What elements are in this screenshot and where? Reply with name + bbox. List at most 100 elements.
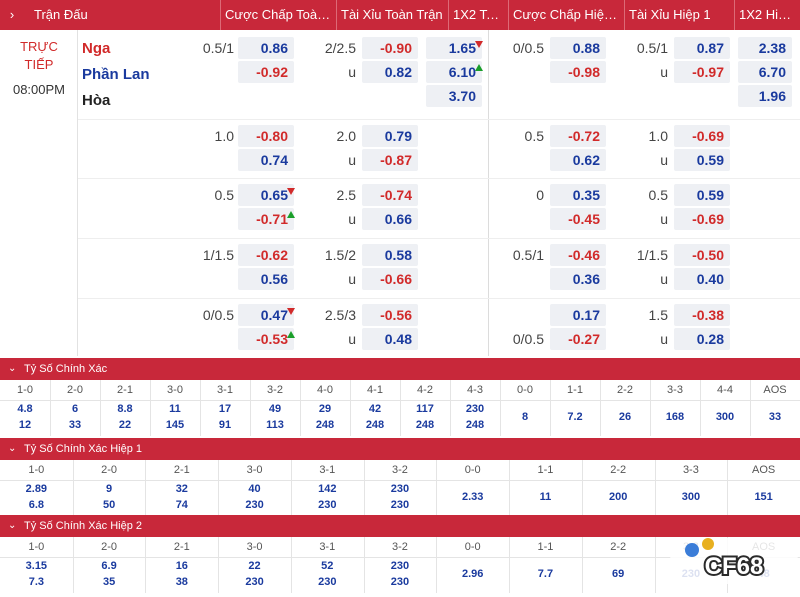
score-odds[interactable]: 22 bbox=[118, 419, 132, 431]
score-odds[interactable]: 12 bbox=[18, 419, 32, 431]
score-odds[interactable]: 168 bbox=[665, 411, 685, 423]
score-odds[interactable]: 230 bbox=[390, 483, 410, 495]
score-odds[interactable]: 26 bbox=[618, 411, 632, 423]
score-odds[interactable]: 52 bbox=[321, 560, 334, 572]
odds-button[interactable]: -0.97 bbox=[674, 61, 730, 83]
odds-button[interactable]: -0.87 bbox=[362, 149, 418, 171]
score-odds[interactable]: 230 bbox=[245, 499, 264, 511]
score-odds[interactable]: 151 bbox=[754, 491, 773, 503]
score-odds[interactable]: 230 bbox=[465, 403, 485, 415]
odds-button[interactable]: 6.70 bbox=[738, 61, 792, 83]
score-odds[interactable]: 7.2 bbox=[567, 411, 583, 423]
section-header[interactable]: ⌄ Tỷ Số Chính Xác Hiệp 1 bbox=[0, 438, 800, 460]
score-odds[interactable]: 2.89 bbox=[25, 483, 48, 495]
odds-button[interactable]: 0.86 bbox=[238, 37, 294, 59]
score-odds[interactable]: 8.8 bbox=[117, 403, 133, 415]
odds-button[interactable]: 0.56 bbox=[238, 268, 294, 290]
score-odds[interactable]: 40 bbox=[248, 483, 261, 495]
odds-button[interactable]: 0.66 bbox=[362, 208, 418, 230]
score-odds[interactable]: 2.33 bbox=[462, 491, 484, 503]
odds-button[interactable]: -0.92 bbox=[238, 61, 294, 83]
odds-button[interactable]: 0.17 bbox=[550, 304, 606, 326]
score-odds[interactable]: 11 bbox=[539, 491, 552, 503]
odds-button[interactable]: -0.38 bbox=[674, 304, 730, 326]
score-odds[interactable]: 3.15 bbox=[25, 560, 48, 572]
score-odds[interactable]: 4.8 bbox=[17, 403, 33, 415]
odds-button[interactable]: -0.71 bbox=[238, 208, 294, 230]
odds-button[interactable]: -0.50 bbox=[674, 244, 730, 266]
section-header[interactable]: ⌄ Tỷ Số Chính Xác Hiệp 2 bbox=[0, 515, 800, 537]
score-odds[interactable]: 300 bbox=[681, 491, 701, 503]
score-odds[interactable]: 50 bbox=[102, 499, 116, 511]
odds-button[interactable]: 0.82 bbox=[362, 61, 418, 83]
odds-button[interactable]: -0.98 bbox=[550, 61, 606, 83]
odds-button[interactable]: -0.80 bbox=[238, 125, 294, 147]
odds-button[interactable]: -0.53 bbox=[238, 328, 294, 350]
score-odds[interactable]: 248 bbox=[415, 419, 435, 431]
odds-button[interactable]: -0.74 bbox=[362, 184, 418, 206]
score-odds[interactable]: 32 bbox=[175, 483, 188, 495]
chevron-right-icon[interactable]: › bbox=[9, 7, 15, 22]
score-odds[interactable]: 230 bbox=[318, 576, 337, 588]
odds-button[interactable]: 1.65 bbox=[426, 37, 482, 59]
odds-button[interactable]: 0.36 bbox=[550, 268, 606, 290]
score-odds[interactable]: 33 bbox=[768, 411, 782, 423]
score-odds[interactable]: 230 bbox=[245, 576, 264, 588]
chevron-down-icon[interactable]: ⌄ bbox=[8, 443, 17, 454]
score-odds[interactable]: 16 bbox=[175, 560, 188, 572]
odds-button[interactable]: -0.69 bbox=[674, 208, 730, 230]
score-odds[interactable]: 248 bbox=[465, 419, 485, 431]
score-odds[interactable]: 7.3 bbox=[28, 576, 44, 588]
score-odds[interactable]: 2.96 bbox=[462, 568, 484, 580]
odds-button[interactable]: 0.35 bbox=[550, 184, 606, 206]
home-team[interactable]: Nga bbox=[82, 40, 111, 57]
odds-button[interactable]: 0.40 bbox=[674, 268, 730, 290]
score-odds[interactable]: 7.7 bbox=[537, 568, 554, 580]
odds-button[interactable]: 3.70 bbox=[426, 85, 482, 107]
away-team[interactable]: Phần Lan bbox=[82, 66, 150, 83]
score-odds[interactable]: 8 bbox=[521, 411, 529, 423]
score-odds[interactable]: 300 bbox=[715, 411, 735, 423]
score-odds[interactable]: 145 bbox=[165, 419, 185, 431]
odds-button[interactable]: 0.87 bbox=[674, 37, 730, 59]
odds-button[interactable]: -0.66 bbox=[362, 268, 418, 290]
score-odds[interactable]: 33 bbox=[68, 419, 82, 431]
odds-button[interactable]: 2.38 bbox=[738, 37, 792, 59]
score-odds[interactable]: 6.8 bbox=[28, 499, 44, 511]
score-odds[interactable]: 230 bbox=[390, 499, 410, 511]
score-odds[interactable]: 35 bbox=[102, 576, 116, 588]
score-odds[interactable]: 49 bbox=[268, 403, 282, 415]
score-odds[interactable]: 69 bbox=[612, 568, 625, 580]
odds-button[interactable]: 0.59 bbox=[674, 149, 730, 171]
score-odds[interactable]: 200 bbox=[608, 491, 628, 503]
score-odds[interactable]: 38 bbox=[175, 576, 188, 588]
odds-button[interactable]: -0.62 bbox=[238, 244, 294, 266]
odds-button[interactable]: -0.56 bbox=[362, 304, 418, 326]
chevron-down-icon[interactable]: ⌄ bbox=[8, 363, 17, 374]
odds-button[interactable]: 1.96 bbox=[738, 85, 792, 107]
score-odds[interactable]: 230 bbox=[318, 499, 337, 511]
score-odds[interactable]: 230 bbox=[390, 576, 410, 588]
score-odds[interactable]: 42 bbox=[368, 403, 382, 415]
odds-button[interactable]: 6.10 bbox=[426, 61, 482, 83]
odds-button[interactable]: -0.69 bbox=[674, 125, 730, 147]
score-odds[interactable]: 91 bbox=[218, 419, 232, 431]
score-odds[interactable]: 74 bbox=[175, 499, 188, 511]
odds-button[interactable]: 0.47 bbox=[238, 304, 294, 326]
score-odds[interactable]: 22 bbox=[248, 560, 261, 572]
score-odds[interactable]: 142 bbox=[318, 483, 337, 495]
odds-button[interactable]: -0.72 bbox=[550, 125, 606, 147]
odds-button[interactable]: 0.62 bbox=[550, 149, 606, 171]
score-odds[interactable]: 17 bbox=[218, 403, 232, 415]
score-odds[interactable]: 6.9 bbox=[101, 560, 117, 572]
odds-button[interactable]: -0.90 bbox=[362, 37, 418, 59]
odds-button[interactable]: -0.45 bbox=[550, 208, 606, 230]
odds-button[interactable]: 0.65 bbox=[238, 184, 294, 206]
score-odds[interactable]: 9 bbox=[106, 483, 113, 495]
score-odds[interactable]: 29 bbox=[318, 403, 332, 415]
score-odds[interactable]: 248 bbox=[365, 419, 385, 431]
odds-button[interactable]: 0.88 bbox=[550, 37, 606, 59]
odds-button[interactable]: 0.58 bbox=[362, 244, 418, 266]
odds-button[interactable]: 0.79 bbox=[362, 125, 418, 147]
odds-button[interactable]: 0.48 bbox=[362, 328, 418, 350]
